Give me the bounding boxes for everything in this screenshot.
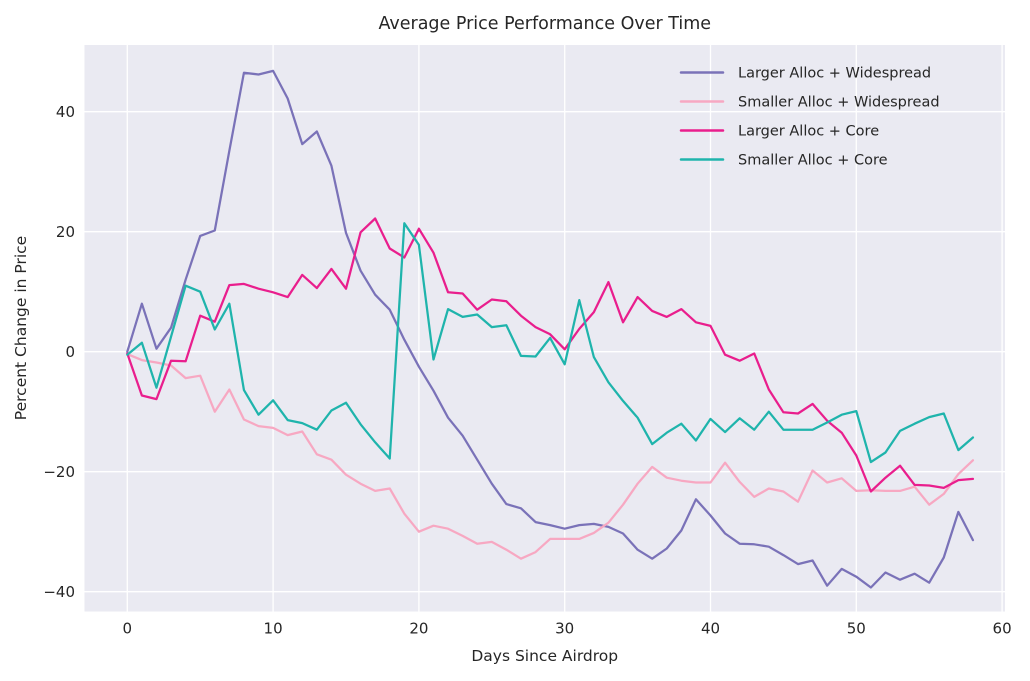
- series-line: [126, 352, 975, 560]
- x-axis-label: Days Since Airdrop: [471, 647, 618, 665]
- y-tick-label: 20: [56, 223, 75, 241]
- legend-item: Smaller Alloc + Core: [679, 153, 888, 169]
- legend-label: Larger Alloc + Core: [738, 124, 879, 140]
- x-tick-label: 60: [993, 620, 1012, 638]
- legend-item: Larger Alloc + Core: [679, 124, 879, 140]
- legend: Larger Alloc + Widespread Smaller Alloc +…: [679, 66, 940, 169]
- y-tick-label: −20: [43, 463, 75, 481]
- x-tick-label: 0: [123, 620, 133, 638]
- gridlines: [84, 45, 1005, 612]
- legend-label: Larger Alloc + Widespread: [738, 66, 931, 82]
- tick-labels: 0 10 20 30 40 50 60 −40 −20 0 20 40: [43, 103, 1011, 638]
- y-axis-label: Percent Change in Price: [12, 236, 30, 420]
- y-tick-label: −40: [43, 583, 75, 601]
- x-tick-label: 30: [555, 620, 574, 638]
- x-tick-label: 10: [264, 620, 283, 638]
- plot-area: [84, 45, 1005, 612]
- series-line: [126, 217, 975, 493]
- y-tick-label: 40: [56, 103, 75, 121]
- x-tick-label: 50: [847, 620, 866, 638]
- series-lines: [126, 69, 975, 589]
- series-line: [126, 222, 975, 464]
- chart-title: Average Price Performance Over Time: [378, 14, 711, 34]
- x-tick-label: 20: [409, 620, 428, 638]
- y-tick-label: 0: [65, 343, 75, 361]
- x-tick-label: 40: [701, 620, 720, 638]
- legend-item: Larger Alloc + Widespread: [679, 66, 931, 82]
- legend-label: Smaller Alloc + Core: [738, 153, 888, 169]
- legend-label: Smaller Alloc + Widespread: [738, 95, 940, 111]
- legend-item: Smaller Alloc + Widespread: [679, 95, 940, 111]
- series-line: [126, 69, 975, 589]
